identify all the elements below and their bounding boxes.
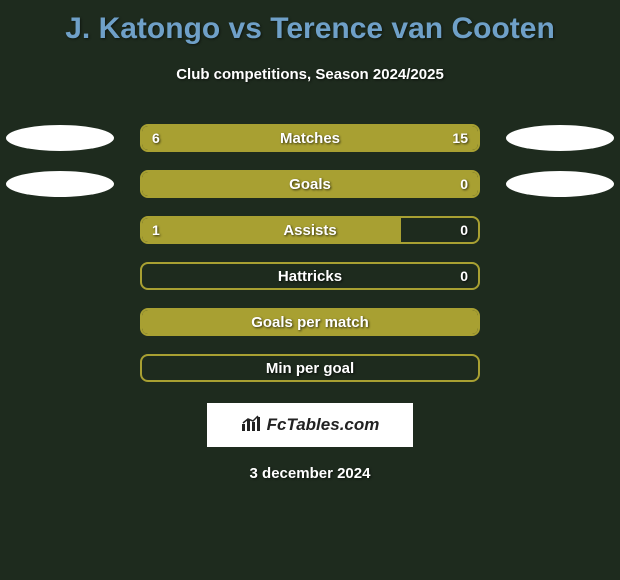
page-title: J. Katongo vs Terence van Cooten [0,0,620,46]
stat-label: Assists [142,218,478,242]
player-badge-left [6,125,114,151]
stat-bar: Goals per match [140,308,480,336]
stat-bar: 10Assists [140,216,480,244]
player-badge-left [6,171,114,197]
stat-label: Goals per match [142,310,478,334]
comparison-chart: 615Matches 0Goals 10Assists 0Hattricks Goals… [0,115,620,391]
logo-box: FcTables.com [207,403,413,447]
stat-label: Goals [142,172,478,196]
player-badge-right [506,171,614,197]
stat-row: Goals per match [0,299,620,345]
stat-row: 615Matches [0,115,620,161]
stat-bar: 0Hattricks [140,262,480,290]
stat-bar: 615Matches [140,124,480,152]
stat-row: 10Assists [0,207,620,253]
player-badge-right [506,125,614,151]
stat-label: Min per goal [142,356,478,380]
stat-row: 0Goals [0,161,620,207]
stat-label: Matches [142,126,478,150]
stat-row: 0Hattricks [0,253,620,299]
subtitle: Club competitions, Season 2024/2025 [0,66,620,83]
stat-bar: Min per goal [140,354,480,382]
date-label: 3 december 2024 [0,465,620,482]
chart-icon [241,414,263,437]
logo-text: FcTables.com [267,415,380,435]
stat-row: Min per goal [0,345,620,391]
stat-bar: 0Goals [140,170,480,198]
stat-label: Hattricks [142,264,478,288]
